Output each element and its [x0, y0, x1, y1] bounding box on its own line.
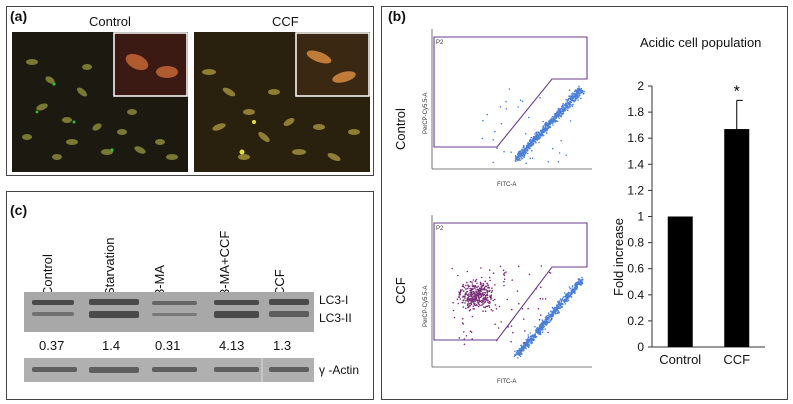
flow-gate-label-ccf: P2 — [436, 226, 444, 232]
ratio-control: 0.37 — [39, 338, 65, 353]
bar — [724, 129, 750, 347]
ratio-starvation: 1.4 — [102, 338, 121, 353]
lane-label-3ma-ccf: 3-MA+CCF — [217, 230, 232, 296]
bar — [667, 216, 693, 347]
y-tick-label: 0.4 — [627, 288, 644, 302]
y-tick-label: 0.6 — [627, 262, 644, 276]
flow-yaxis-label-ccf: PerCP-Cy5.5-A — [423, 286, 429, 327]
ratio-ccf: 1.3 — [273, 338, 292, 353]
y-tick-label: 1.2 — [627, 183, 644, 197]
micrograph-ccf-cells — [202, 32, 370, 162]
y-tick-label: 0.2 — [627, 314, 644, 328]
x-category-label: CCF — [723, 352, 750, 367]
actin-label: γ -Actin — [319, 363, 360, 377]
panel-c: (c) Control Starvation 3-MA 3-MA+CCF CCF… — [6, 191, 374, 400]
flow-plot-ccf: P2 FITC-A PerCP-Cy5.5-A — [423, 215, 592, 385]
panel-b: (b) Control CCF P2 FITC-A PerCP-Cy5.5-A … — [381, 6, 788, 400]
y-tick-label: 1.4 — [627, 157, 644, 171]
panel-a: (a) Control CCF — [6, 6, 374, 176]
bar-chart: 0 0.2 0.4 0.6 0.8 1 1.2 1.4 1.6 1.8 2 Control * CCF — [627, 79, 765, 367]
western-blot-lc3 — [24, 292, 314, 332]
ratio-3ma: 0.31 — [155, 338, 181, 353]
flow-row-label-ccf: CCF — [393, 277, 408, 304]
panel-b-label: (b) — [388, 8, 406, 24]
y-tick-label: 0.8 — [627, 236, 644, 250]
flow-yaxis-label-control: PerCP-Cy5.5-A — [423, 93, 429, 134]
band-label-lc3-i: LC3-I — [319, 293, 349, 307]
lane-label-starvation: Starvation — [102, 237, 117, 296]
band-label-lc3-ii: LC3-II — [319, 311, 352, 325]
y-tick-label: 2 — [637, 79, 644, 93]
bar-chart-title: Acidic cell population — [640, 35, 762, 50]
y-tick-label: 1 — [637, 210, 644, 224]
panel-a-label: (a) — [10, 8, 28, 24]
flow-xaxis-label-ccf: FITC-A — [497, 379, 516, 385]
flow-gate-label-control: P2 — [436, 40, 444, 46]
micrograph-control — [12, 32, 188, 172]
y-tick-label: 1.6 — [627, 131, 644, 145]
panel-a-title-ccf: CCF — [272, 14, 299, 29]
micrograph-ccf — [194, 32, 370, 172]
panel-a-title-control: Control — [89, 14, 131, 29]
y-tick-label: 0 — [637, 340, 644, 354]
x-category-label: Control — [659, 352, 701, 367]
western-blot-actin — [24, 358, 314, 382]
panel-c-label: (c) — [10, 202, 28, 218]
ratio-3ma-ccf: 4.13 — [219, 338, 245, 353]
flow-plot-control: P2 FITC-A PerCP-Cy5.5-A — [423, 29, 592, 188]
significance-marker: * — [734, 83, 740, 100]
lane-label-control: Control — [40, 254, 55, 296]
y-tick-label: 1.8 — [627, 105, 644, 119]
flow-xaxis-label-control: FITC-A — [497, 182, 516, 188]
micrograph-control-cells — [22, 32, 188, 160]
flow-row-label-control: Control — [393, 108, 408, 150]
